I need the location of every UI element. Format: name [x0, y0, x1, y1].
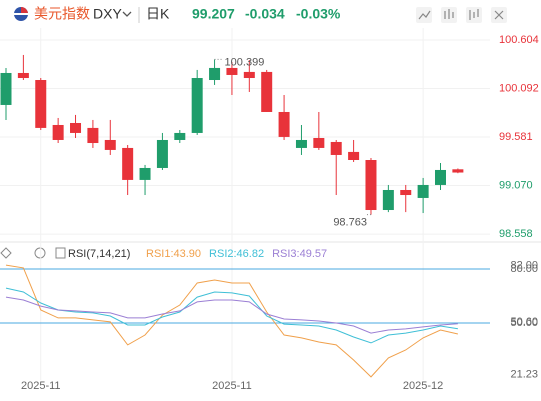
change: -0.034: [245, 6, 285, 22]
candle-body: [400, 189, 412, 196]
candle-body: [243, 71, 255, 79]
candle-body: [209, 67, 221, 81]
change-pct: -0.03%: [296, 6, 341, 22]
legend-title: RSI(7,14,21): [68, 248, 130, 260]
y-tick-label: 100.092: [499, 82, 539, 94]
x-tick-label: 2025-12: [403, 380, 443, 392]
indicator-icon[interactable]: [55, 247, 66, 259]
tool-icon: [444, 9, 454, 19]
collapse-icon[interactable]: [0, 247, 12, 259]
rsi-line: [5, 287, 458, 344]
candle-body: [52, 124, 64, 140]
tool-icon: [418, 10, 431, 20]
price: 99.207: [192, 6, 235, 22]
period[interactable]: 日K: [146, 6, 170, 22]
y-tick-label: 100.604: [499, 34, 539, 46]
y-tick-label: 21.23: [510, 369, 538, 381]
candle-body: [139, 167, 151, 180]
candle-body: [104, 139, 116, 150]
index-name: 美元指数: [34, 6, 90, 22]
tool-icon: [469, 9, 479, 20]
y-tick-label: 98.558: [499, 228, 533, 240]
candle-body: [295, 139, 307, 148]
legend-entry: RSI3:49.57: [272, 248, 327, 260]
dropdown[interactable]: [122, 11, 132, 17]
candle-body: [87, 127, 99, 144]
candle-body: [382, 189, 394, 211]
candle-body: [226, 67, 238, 75]
x-tick-label: 2025-11: [21, 380, 61, 392]
candle-body: [313, 137, 325, 148]
y-tick-label: 50.60: [510, 316, 538, 328]
candle-body: [0, 72, 12, 105]
candle-body: [156, 139, 168, 168]
x-tick-label: 2025-11: [212, 380, 252, 392]
candle-body: [435, 169, 446, 185]
candle-body: [348, 151, 360, 161]
annotation: 98.763: [333, 217, 367, 229]
y-tick-label: 99.581: [499, 131, 533, 143]
candle-body: [17, 72, 29, 79]
symbol[interactable]: DXY: [93, 6, 122, 22]
candle-body: [70, 122, 82, 133]
y-tick-label: 99.070: [499, 179, 533, 191]
candle-body: [122, 147, 134, 180]
candle-body: [330, 141, 342, 155]
candle-body: [417, 184, 429, 198]
rsi-line: [5, 264, 459, 378]
candle-body: [278, 111, 290, 137]
settings-icon[interactable]: [34, 247, 46, 259]
y-tick-label: 50.00: [510, 317, 538, 329]
rsi-line: [5, 296, 458, 334]
legend-entry: RSI2:46.82: [209, 248, 264, 260]
legend-entry: RSI1:43.90: [146, 248, 201, 260]
candle-body: [365, 160, 377, 211]
y-tick-label: 82.00: [510, 259, 538, 271]
tool-icon: [494, 10, 504, 20]
y-tick-label: 80.00: [510, 263, 538, 275]
candle-body: [35, 80, 47, 128]
flag: [14, 7, 28, 21]
candle-body: [191, 78, 203, 133]
candle-body: [452, 169, 464, 173]
annotation: 100.399: [225, 56, 265, 68]
candle-body: [174, 132, 186, 140]
candle-body: [261, 71, 273, 112]
toolbar: [416, 7, 507, 23]
